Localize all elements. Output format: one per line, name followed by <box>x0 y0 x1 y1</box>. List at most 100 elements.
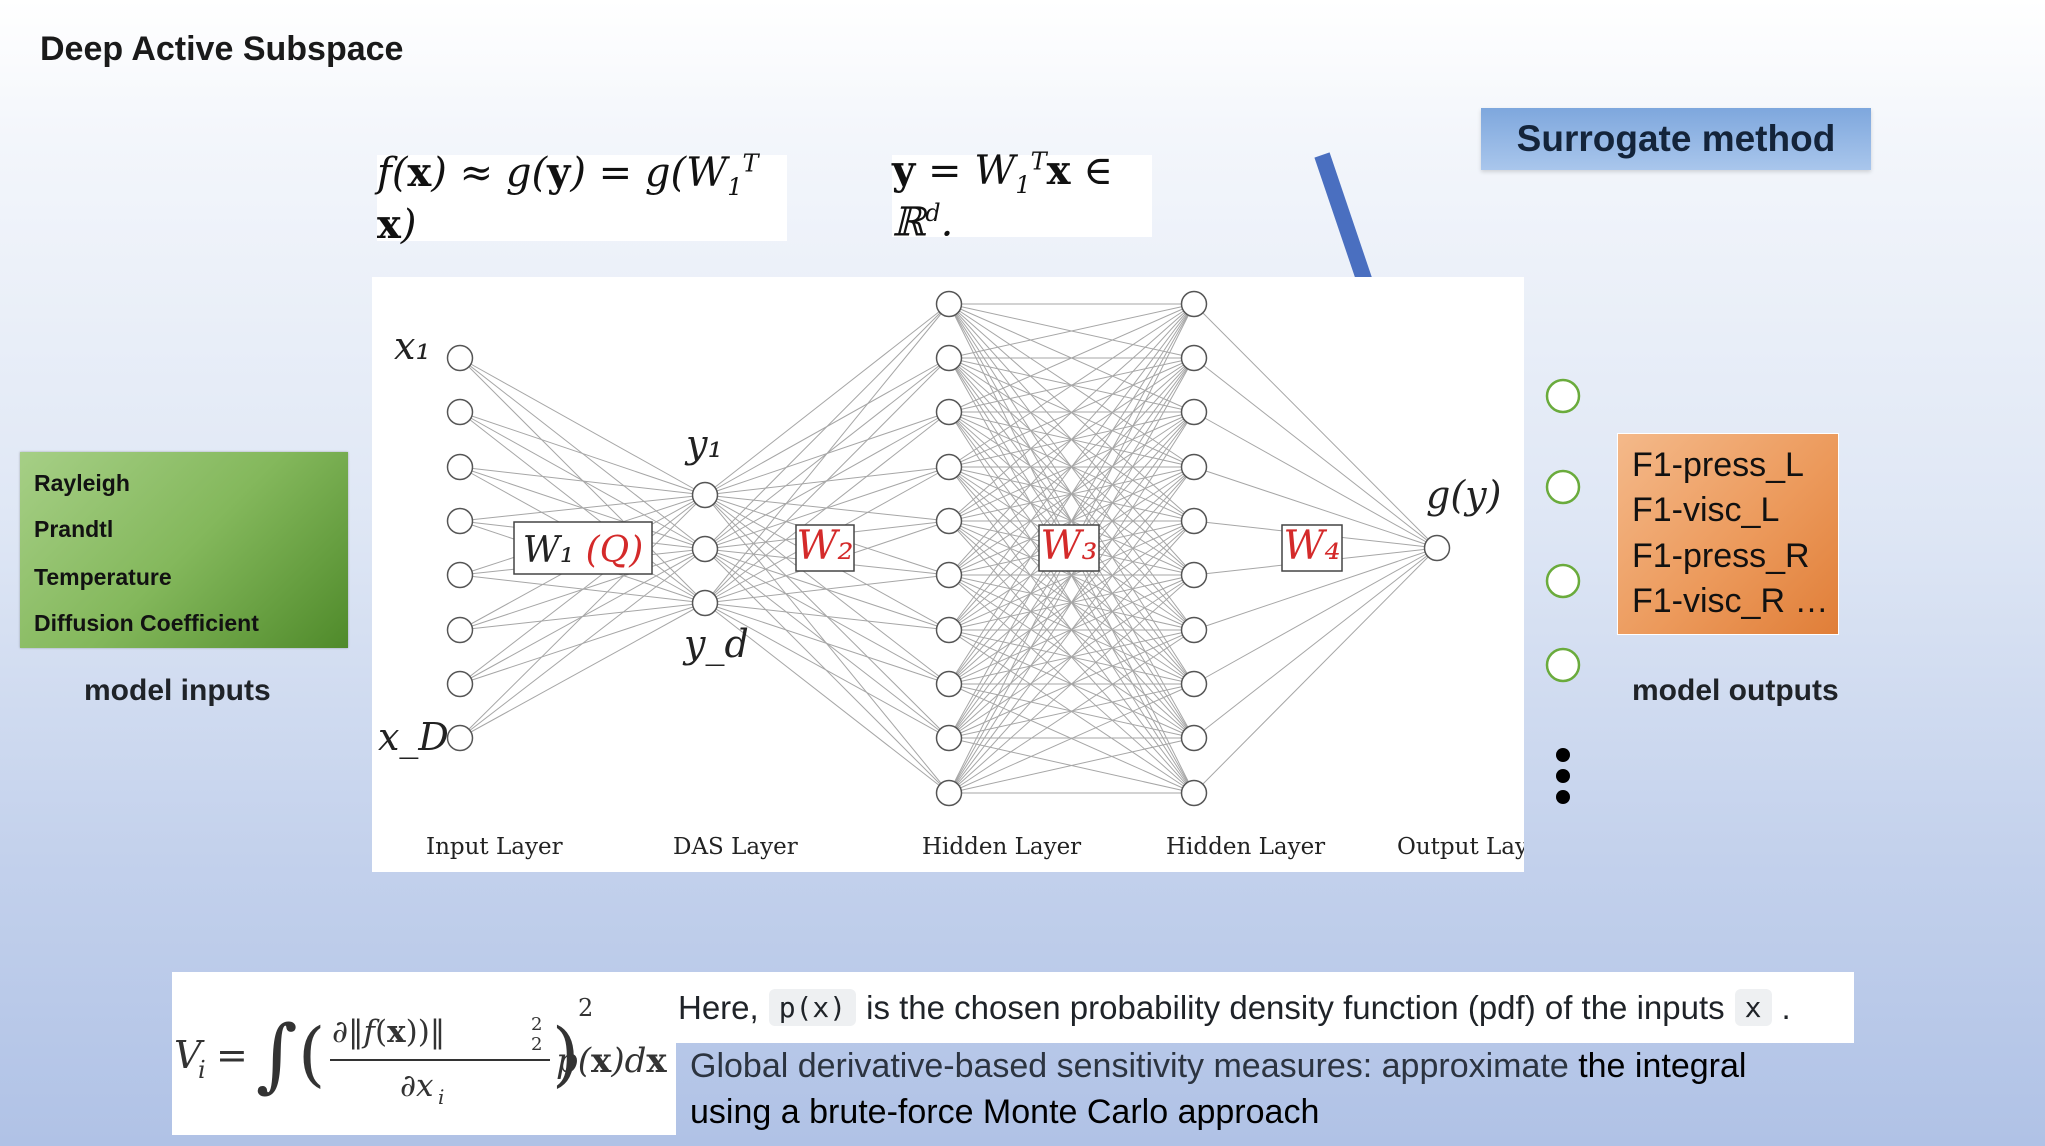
neuron-node <box>935 724 963 752</box>
svg-text:i: i <box>438 1085 444 1109</box>
neuron-node <box>691 535 719 563</box>
connection-line <box>1193 547 1438 685</box>
neuron-node <box>1180 779 1208 807</box>
node-label: x_D <box>378 715 449 760</box>
connection-line <box>948 303 1195 631</box>
neuron-node <box>1180 724 1208 752</box>
connection-line <box>704 411 950 604</box>
model-outputs-box: F1-press_L F1-visc_L F1-press_R F1-visc_… <box>1617 433 1839 635</box>
connection-line <box>1193 547 1438 631</box>
neuron-node <box>446 561 474 589</box>
connection-line <box>459 494 706 685</box>
connection-line <box>459 602 706 739</box>
neuron-node <box>935 616 963 644</box>
weight-box <box>1281 524 1343 572</box>
neuron-node <box>1180 507 1208 535</box>
neuron-node <box>1180 561 1208 589</box>
input-item: Diffusion Coefficient <box>34 610 259 636</box>
connection-line <box>459 494 706 522</box>
neuron-node <box>935 453 963 481</box>
svg-text:=: = <box>216 1033 248 1077</box>
code-p-of-x: p(x) <box>768 989 857 1026</box>
pdf-note: Here, p(x) is the chosen probability den… <box>676 972 1854 1043</box>
neuron-node <box>1180 453 1208 481</box>
connection-line <box>948 303 1195 413</box>
page-title: Deep Active Subspace <box>40 30 404 68</box>
svg-text:i: i <box>198 1056 206 1084</box>
svg-text:): ) <box>552 1013 579 1095</box>
connection-line <box>1193 466 1438 549</box>
weight-label: W₄ <box>1283 523 1340 569</box>
connection-line <box>704 602 950 685</box>
output-nodes <box>1545 378 1581 804</box>
connection-line <box>948 303 1195 576</box>
connection-line <box>948 411 1195 794</box>
connection-line <box>1193 357 1438 549</box>
neuron-node <box>1180 616 1208 644</box>
layer-label: Output Layer <box>1397 834 1524 860</box>
connection-line <box>704 357 950 604</box>
neuron-node <box>1180 290 1208 318</box>
global-text-part2: the integral <box>1578 1047 1747 1085</box>
output-item: F1-press_L <box>1632 446 1804 484</box>
equation-y: y = W1Tx ∈ ℝd. <box>892 147 1152 245</box>
model-inputs-caption: model inputs <box>84 674 271 707</box>
connection-line <box>704 303 950 604</box>
svg-text:2: 2 <box>578 994 593 1022</box>
connection-line <box>1193 411 1438 549</box>
input-item: Prandtl <box>34 516 114 542</box>
neuron-node <box>446 398 474 426</box>
connection-line <box>948 303 1195 739</box>
network-diagram: W₁ (Q) W₂ W₃ W₄ Input Layer DAS Layer Hidden … <box>372 277 1553 872</box>
neuron-node <box>691 481 719 509</box>
connection-line <box>948 520 1195 794</box>
weight-label: W₁ (Q) <box>523 530 644 571</box>
code-x: x <box>1734 989 1772 1026</box>
connection-line <box>704 602 950 794</box>
neuron-node <box>935 344 963 372</box>
vertical-ellipsis-icon <box>1556 748 1570 804</box>
neuron-node <box>446 724 474 752</box>
connection-line <box>459 357 706 496</box>
connection-line <box>948 737 1195 794</box>
svg-text:∂x: ∂x <box>400 1068 434 1104</box>
connection-line <box>948 683 1195 794</box>
svg-text:(: ( <box>298 1013 325 1095</box>
global-sensitivity-text: Global derivative-based sensitivity meas… <box>690 1043 1840 1135</box>
neuron-node <box>1423 534 1451 562</box>
neuron-node <box>691 589 719 617</box>
connection-line <box>704 303 950 496</box>
svg-text:V: V <box>174 1033 205 1077</box>
layer-label: Hidden Layer <box>1166 834 1325 860</box>
connection-line <box>948 629 1195 794</box>
model-outputs-caption: model outputs <box>1632 674 1839 707</box>
weight-box <box>513 521 653 575</box>
output-node-circle <box>1545 378 1581 414</box>
neuron-node <box>935 507 963 535</box>
neuron-node <box>446 507 474 535</box>
connection-line <box>948 357 1195 794</box>
note-prefix: Here, <box>678 988 759 1026</box>
neuron-node <box>935 779 963 807</box>
connection-line <box>948 466 1195 794</box>
connection-line <box>459 466 706 496</box>
input-item: Rayleigh <box>34 470 130 496</box>
neuron-node <box>935 290 963 318</box>
output-item: F1-visc_L <box>1632 491 1780 529</box>
output-node-circle <box>1545 647 1581 683</box>
svg-text:∫: ∫ <box>256 1008 298 1101</box>
note-middle: is the chosen probability density functi… <box>866 988 1725 1026</box>
node-label: y_d <box>682 622 749 667</box>
connection-line <box>704 602 950 631</box>
model-inputs-box: Rayleigh Prandtl Temperature Diffusion C… <box>20 452 348 648</box>
connection-line <box>459 548 706 739</box>
note-suffix: . <box>1781 988 1791 1026</box>
connection-line <box>459 411 706 496</box>
neuron-node <box>935 398 963 426</box>
svg-text:p(x)dx: p(x)dx <box>556 1041 667 1081</box>
node-label: x₁ <box>394 324 431 368</box>
input-item: Temperature <box>34 564 172 590</box>
node-label: y₁ <box>684 422 723 466</box>
network-svg: W₁ (Q) W₂ W₃ W₄ Input Layer DAS Layer Hidden … <box>378 290 1553 860</box>
neuron-node <box>1180 398 1208 426</box>
